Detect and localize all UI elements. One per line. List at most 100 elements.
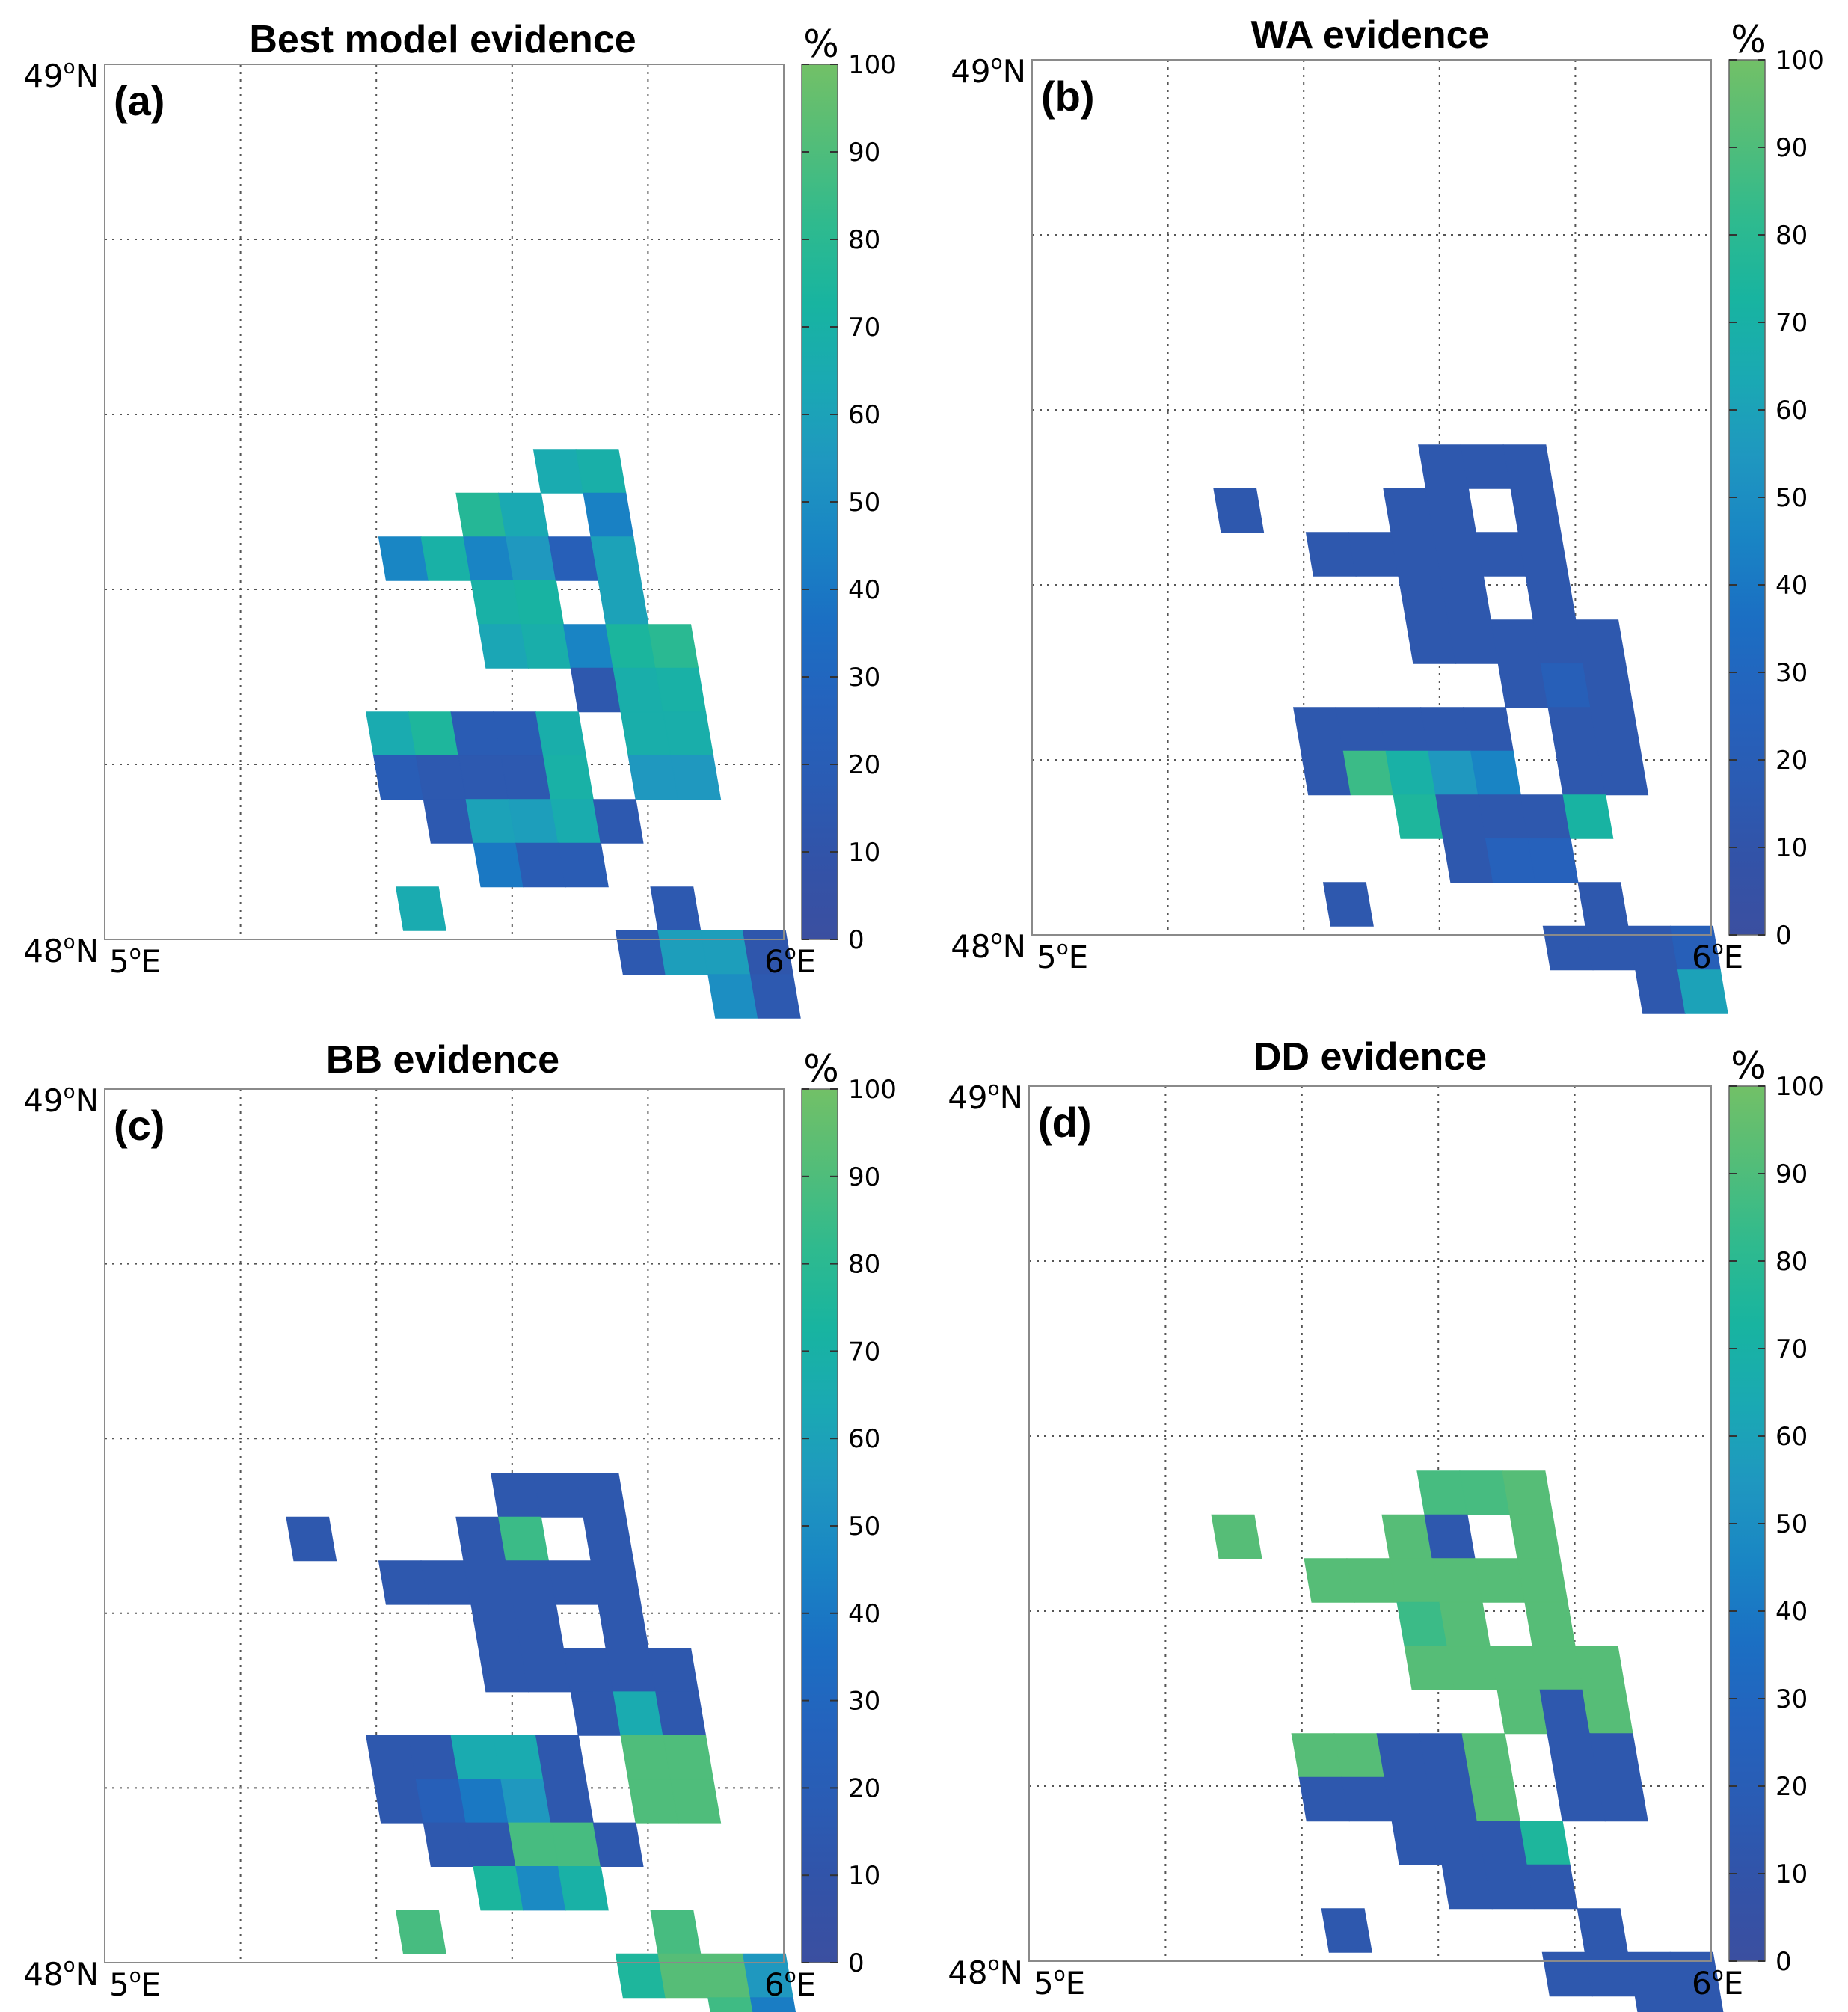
heatmap-cell — [1460, 444, 1511, 489]
heatmap-cell — [458, 755, 509, 800]
heatmap-cell — [583, 492, 634, 538]
colorbar-unit: % — [1731, 1044, 1766, 1088]
heatmap-cell — [1341, 1776, 1393, 1822]
colorbar-tick-label: 10 — [848, 838, 880, 868]
colorbar-tick-label: 70 — [1775, 308, 1808, 338]
colorbar-unit: % — [1731, 18, 1766, 61]
heatmap-cell — [613, 667, 664, 713]
heatmap-cell — [543, 1779, 594, 1824]
heatmap-cell — [395, 886, 446, 931]
colorbar-tick-label: 100 — [1775, 46, 1824, 76]
heatmap-cell — [605, 624, 657, 669]
heatmap-cell — [1376, 1733, 1428, 1778]
heatmap-cell — [535, 711, 586, 756]
heatmap-cell — [1635, 969, 1686, 1014]
heatmap-cell — [1677, 1996, 1724, 2012]
colorbar-tick-label: 100 — [848, 1075, 897, 1105]
heatmap-cell — [1585, 925, 1636, 971]
heatmap-cell — [1497, 663, 1549, 708]
colorbar-tick-label: 60 — [1775, 396, 1808, 426]
map-frame — [104, 1088, 785, 1963]
colorbar-unit: % — [803, 22, 839, 66]
colorbar-tick-label: 10 — [1775, 1859, 1808, 1889]
heatmap-cell — [508, 799, 559, 844]
heatmap-cells — [366, 449, 801, 1019]
colorbar-tick-label: 0 — [1775, 921, 1792, 951]
heatmap-cell — [373, 1779, 424, 1824]
colorbar-tick-label: 70 — [848, 313, 880, 343]
heatmap-cell — [1390, 532, 1442, 577]
heatmap-cell — [463, 1560, 515, 1605]
heatmap-cell — [1441, 1864, 1493, 1910]
panel-2: WA evidence (b) 49oN 48oN 5oE 6oE% 0 10 20 30 40 50… — [951, 13, 1824, 1014]
heatmap-cell — [498, 1516, 549, 1562]
heatmap-cell — [366, 711, 417, 756]
heatmap-cell — [493, 1735, 544, 1780]
heatmap-cell — [498, 492, 549, 538]
heatmap-cell — [1419, 1733, 1470, 1778]
heatmap-cell — [1434, 1821, 1485, 1865]
heatmap-cell — [420, 1560, 472, 1605]
heatmap-cell — [1510, 488, 1562, 533]
heatmap-cell — [1520, 794, 1571, 839]
heatmap-cell — [1470, 750, 1521, 796]
colorbar-tick-label: 90 — [1775, 1159, 1808, 1189]
heatmap-cell — [1541, 1951, 1593, 1997]
panel-label: (a) — [114, 77, 165, 124]
colorbar-tick-label: 40 — [848, 1599, 880, 1629]
heatmap-cell — [1555, 750, 1606, 796]
lon-label-left: 5oE — [1034, 1963, 1085, 2002]
heatmap-cell — [458, 1779, 509, 1824]
heatmap-cells — [286, 1473, 796, 2012]
heatmap-cell — [415, 1779, 467, 1824]
heatmap-cell — [1213, 488, 1265, 533]
heatmap-cell — [570, 667, 621, 713]
colorbar-tick-label: 20 — [1775, 1772, 1808, 1802]
heatmap-cell — [1384, 1776, 1435, 1822]
heatmap-cell — [1424, 1514, 1476, 1559]
heatmap-cell — [408, 711, 459, 756]
heatmap-cell — [1485, 838, 1536, 883]
heatmap-cell — [1469, 1776, 1520, 1822]
heatmap-cell — [1539, 1689, 1591, 1735]
heatmap-cell — [550, 799, 601, 844]
heatmap-cell — [1519, 1821, 1571, 1865]
heatmap-cell — [1385, 750, 1437, 796]
heatmap-cell — [455, 492, 507, 538]
heatmap-cell — [478, 1648, 529, 1693]
heatmap-cell — [1463, 707, 1514, 752]
heatmap-cell — [500, 1779, 552, 1824]
heatmap-cell — [547, 536, 599, 581]
heatmap-cell — [1322, 882, 1374, 927]
heatmap-cell — [1446, 1646, 1498, 1690]
heatmap-cell — [550, 1822, 601, 1867]
lat-label-top: 49oN — [951, 52, 1026, 90]
heatmap-cell — [598, 580, 649, 625]
heatmap-cell — [543, 755, 594, 800]
heatmap-cell — [707, 974, 759, 1019]
heatmap-cell — [513, 1604, 564, 1648]
heatmap-cell — [1490, 619, 1541, 664]
heatmap-cell — [1418, 444, 1469, 489]
map-background — [1032, 60, 1711, 935]
panel-title: Best model evidence — [249, 18, 636, 61]
heatmap-cell — [1335, 707, 1387, 752]
heatmap-cell — [1389, 1558, 1440, 1603]
heatmap-cell — [1597, 1776, 1648, 1822]
heatmap-cell — [1527, 838, 1579, 883]
heatmap-cell — [286, 1516, 337, 1562]
colorbar-tick-label: 10 — [848, 1861, 880, 1891]
heatmap-cell — [1474, 1558, 1526, 1603]
heatmap-cell — [1484, 1864, 1535, 1910]
colorbar-unit: % — [803, 1047, 839, 1091]
colorbar-tick-label: 50 — [848, 488, 880, 518]
heatmap-cell — [1440, 575, 1491, 621]
panel-title: WA evidence — [1251, 13, 1490, 57]
heatmap-cell — [1547, 1733, 1598, 1778]
colorbar-tick-label: 0 — [848, 925, 865, 955]
heatmap-cell — [491, 1473, 541, 1518]
heatmap-cell — [1431, 1558, 1483, 1603]
heatmap-cell — [465, 1822, 517, 1867]
colorbar-tick-label: 0 — [848, 1948, 865, 1978]
